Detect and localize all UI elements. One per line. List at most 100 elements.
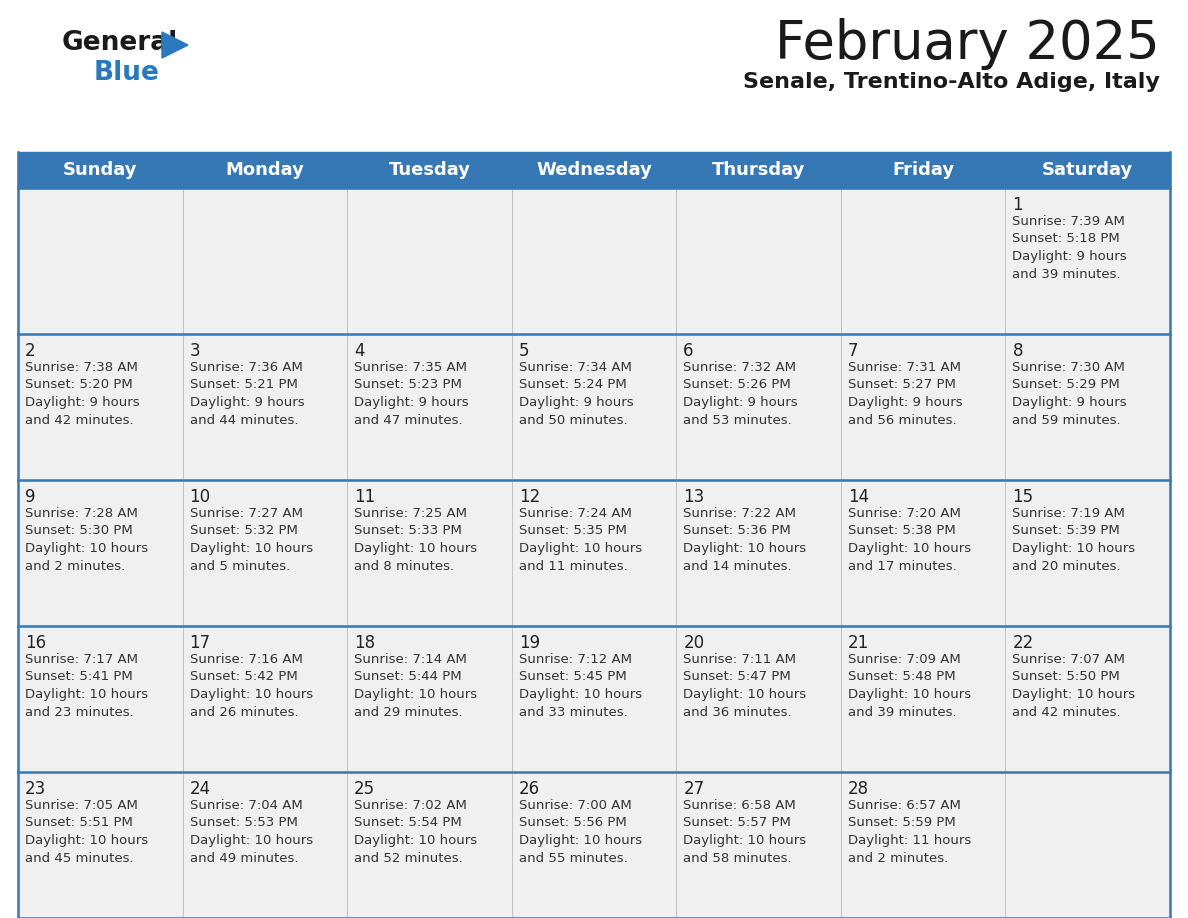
Text: and 17 minutes.: and 17 minutes.	[848, 559, 956, 573]
Text: and 2 minutes.: and 2 minutes.	[25, 559, 125, 573]
Text: Sunrise: 7:28 AM: Sunrise: 7:28 AM	[25, 507, 138, 520]
Text: Sunrise: 7:24 AM: Sunrise: 7:24 AM	[519, 507, 632, 520]
Text: Sunrise: 7:12 AM: Sunrise: 7:12 AM	[519, 653, 632, 666]
Text: Sunday: Sunday	[63, 161, 138, 179]
Text: Tuesday: Tuesday	[388, 161, 470, 179]
Text: Sunset: 5:18 PM: Sunset: 5:18 PM	[1012, 232, 1120, 245]
Text: Sunset: 5:21 PM: Sunset: 5:21 PM	[190, 378, 297, 391]
Text: Sunset: 5:50 PM: Sunset: 5:50 PM	[1012, 670, 1120, 684]
Bar	[18, 772, 1170, 918]
Text: and 29 minutes.: and 29 minutes.	[354, 706, 463, 719]
Text: Daylight: 10 hours: Daylight: 10 hours	[190, 542, 312, 555]
Text: 8: 8	[1012, 342, 1023, 360]
Text: Sunset: 5:48 PM: Sunset: 5:48 PM	[848, 670, 955, 684]
Text: 27: 27	[683, 780, 704, 798]
Text: Sunrise: 7:04 AM: Sunrise: 7:04 AM	[190, 799, 302, 812]
Text: Sunset: 5:20 PM: Sunset: 5:20 PM	[25, 378, 133, 391]
Text: 24: 24	[190, 780, 210, 798]
Text: Daylight: 10 hours: Daylight: 10 hours	[354, 542, 478, 555]
Bar	[18, 188, 1170, 334]
Text: 9: 9	[25, 488, 36, 506]
Bar	[18, 626, 1170, 772]
Text: and 5 minutes.: and 5 minutes.	[190, 559, 290, 573]
Text: Thursday: Thursday	[712, 161, 805, 179]
Text: Sunset: 5:57 PM: Sunset: 5:57 PM	[683, 816, 791, 830]
Text: 22: 22	[1012, 634, 1034, 652]
Text: and 52 minutes.: and 52 minutes.	[354, 852, 463, 865]
Bar	[18, 152, 1170, 188]
Text: and 53 minutes.: and 53 minutes.	[683, 413, 792, 427]
Text: 16: 16	[25, 634, 46, 652]
Text: Sunset: 5:26 PM: Sunset: 5:26 PM	[683, 378, 791, 391]
Text: Sunrise: 7:32 AM: Sunrise: 7:32 AM	[683, 361, 796, 374]
Text: and 23 minutes.: and 23 minutes.	[25, 706, 134, 719]
Text: 13: 13	[683, 488, 704, 506]
Text: Sunrise: 7:25 AM: Sunrise: 7:25 AM	[354, 507, 467, 520]
Text: Daylight: 9 hours: Daylight: 9 hours	[25, 396, 140, 409]
Text: Sunrise: 7:36 AM: Sunrise: 7:36 AM	[190, 361, 303, 374]
Text: 2: 2	[25, 342, 36, 360]
Text: Wednesday: Wednesday	[536, 161, 652, 179]
Text: 7: 7	[848, 342, 859, 360]
Text: February 2025: February 2025	[776, 18, 1159, 70]
Text: Sunset: 5:42 PM: Sunset: 5:42 PM	[190, 670, 297, 684]
Text: Sunset: 5:29 PM: Sunset: 5:29 PM	[1012, 378, 1120, 391]
Text: Monday: Monday	[226, 161, 304, 179]
Text: 12: 12	[519, 488, 541, 506]
Text: 1: 1	[1012, 196, 1023, 214]
Text: 6: 6	[683, 342, 694, 360]
Text: Sunrise: 7:34 AM: Sunrise: 7:34 AM	[519, 361, 632, 374]
Text: 20: 20	[683, 634, 704, 652]
Text: Daylight: 10 hours: Daylight: 10 hours	[683, 688, 807, 701]
Text: Daylight: 9 hours: Daylight: 9 hours	[519, 396, 633, 409]
Text: Sunset: 5:51 PM: Sunset: 5:51 PM	[25, 816, 133, 830]
Text: Daylight: 10 hours: Daylight: 10 hours	[354, 688, 478, 701]
Text: and 39 minutes.: and 39 minutes.	[1012, 267, 1121, 281]
Text: Sunset: 5:23 PM: Sunset: 5:23 PM	[354, 378, 462, 391]
Text: Daylight: 10 hours: Daylight: 10 hours	[848, 688, 971, 701]
Text: Sunset: 5:45 PM: Sunset: 5:45 PM	[519, 670, 626, 684]
Text: and 8 minutes.: and 8 minutes.	[354, 559, 454, 573]
Text: Daylight: 11 hours: Daylight: 11 hours	[848, 834, 971, 847]
Text: Daylight: 10 hours: Daylight: 10 hours	[190, 688, 312, 701]
Text: and 45 minutes.: and 45 minutes.	[25, 852, 133, 865]
Text: Sunrise: 7:11 AM: Sunrise: 7:11 AM	[683, 653, 796, 666]
Text: 3: 3	[190, 342, 201, 360]
Text: and 36 minutes.: and 36 minutes.	[683, 706, 792, 719]
Text: 11: 11	[354, 488, 375, 506]
Text: Sunset: 5:36 PM: Sunset: 5:36 PM	[683, 524, 791, 538]
Text: Sunrise: 7:00 AM: Sunrise: 7:00 AM	[519, 799, 632, 812]
Text: 19: 19	[519, 634, 539, 652]
Text: 14: 14	[848, 488, 868, 506]
Text: and 2 minutes.: and 2 minutes.	[848, 852, 948, 865]
Text: Daylight: 10 hours: Daylight: 10 hours	[683, 542, 807, 555]
Text: Sunrise: 6:58 AM: Sunrise: 6:58 AM	[683, 799, 796, 812]
Text: 21: 21	[848, 634, 870, 652]
Text: Sunset: 5:24 PM: Sunset: 5:24 PM	[519, 378, 626, 391]
Text: and 20 minutes.: and 20 minutes.	[1012, 559, 1121, 573]
Text: Daylight: 9 hours: Daylight: 9 hours	[848, 396, 962, 409]
Text: Sunrise: 7:20 AM: Sunrise: 7:20 AM	[848, 507, 961, 520]
Text: Sunrise: 7:19 AM: Sunrise: 7:19 AM	[1012, 507, 1125, 520]
Bar	[18, 480, 1170, 626]
Text: Daylight: 10 hours: Daylight: 10 hours	[25, 542, 148, 555]
Text: and 50 minutes.: and 50 minutes.	[519, 413, 627, 427]
Text: 18: 18	[354, 634, 375, 652]
Text: Daylight: 10 hours: Daylight: 10 hours	[1012, 688, 1136, 701]
Text: Daylight: 10 hours: Daylight: 10 hours	[848, 542, 971, 555]
Text: Sunset: 5:41 PM: Sunset: 5:41 PM	[25, 670, 133, 684]
Text: Sunset: 5:35 PM: Sunset: 5:35 PM	[519, 524, 626, 538]
Text: Sunrise: 7:30 AM: Sunrise: 7:30 AM	[1012, 361, 1125, 374]
Text: Daylight: 10 hours: Daylight: 10 hours	[519, 542, 642, 555]
Text: 10: 10	[190, 488, 210, 506]
Text: Sunset: 5:39 PM: Sunset: 5:39 PM	[1012, 524, 1120, 538]
Text: Sunrise: 7:31 AM: Sunrise: 7:31 AM	[848, 361, 961, 374]
Text: General: General	[62, 30, 178, 56]
Text: 15: 15	[1012, 488, 1034, 506]
Text: Sunrise: 7:27 AM: Sunrise: 7:27 AM	[190, 507, 303, 520]
Text: Sunrise: 7:16 AM: Sunrise: 7:16 AM	[190, 653, 303, 666]
Text: and 44 minutes.: and 44 minutes.	[190, 413, 298, 427]
Text: Daylight: 10 hours: Daylight: 10 hours	[25, 834, 148, 847]
Text: Sunset: 5:30 PM: Sunset: 5:30 PM	[25, 524, 133, 538]
Text: Daylight: 9 hours: Daylight: 9 hours	[354, 396, 469, 409]
